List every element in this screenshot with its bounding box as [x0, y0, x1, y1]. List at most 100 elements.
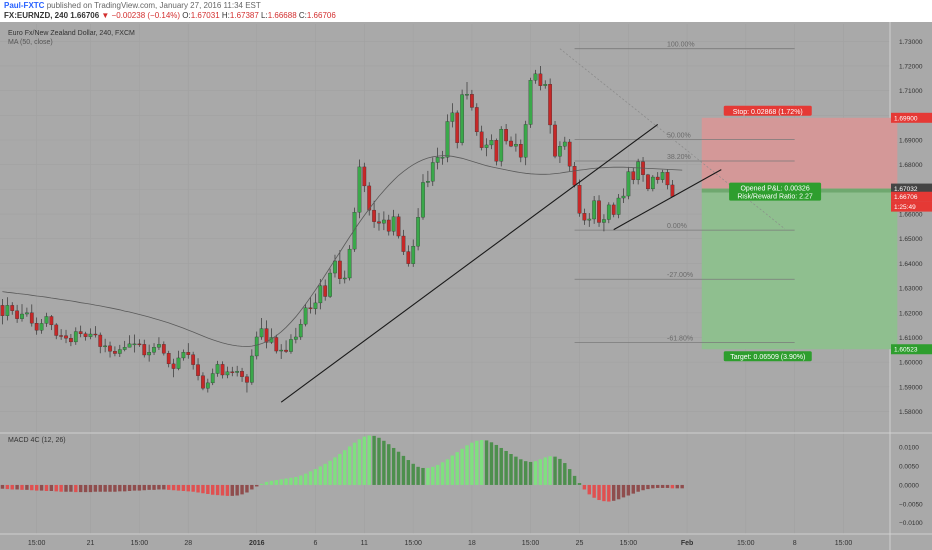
chart-canvas[interactable]: 100.00% 50.00% 38.20% 0.00% -27.00% -61.80% 1… [0, 22, 932, 550]
macd-bar [181, 484, 186, 491]
macd-bar [255, 484, 259, 487]
candle-body [401, 235, 406, 252]
macd-bar [211, 484, 215, 495]
macd-bar [431, 466, 435, 485]
macd-bar [367, 435, 371, 485]
macd-bar [30, 484, 34, 491]
candle-body [484, 144, 489, 148]
fib-level-label: 50.00% [667, 133, 691, 140]
macd-bar [284, 478, 288, 485]
macd-bar [69, 484, 73, 492]
macd-bar [127, 484, 132, 491]
candle-body [616, 197, 621, 215]
macd-bar [401, 455, 406, 485]
macd-bar [245, 484, 249, 493]
time-tick-label: 8 [793, 540, 797, 547]
macd-bar [426, 467, 430, 485]
stop-zone [701, 117, 898, 189]
candle-body [210, 373, 215, 384]
trendline-main-uptrend[interactable] [280, 124, 659, 403]
candle-body [313, 302, 318, 309]
ma-50-line [2, 155, 683, 348]
candle-body [435, 157, 440, 163]
macd-bar [636, 484, 640, 492]
macd-bar [479, 440, 484, 485]
fib-level-label: 100.00% [667, 42, 695, 49]
price-tick-label: 1.69000 [899, 138, 923, 145]
candle-body [665, 172, 670, 186]
time-tick-label: 15:00 [737, 540, 755, 547]
macd-bar [411, 463, 415, 485]
price-tick-label: 1.65000 [899, 236, 923, 243]
candle-body [215, 364, 220, 374]
candle-body [533, 73, 538, 81]
macd-bar [621, 484, 626, 498]
macd-bar [646, 484, 650, 490]
price-tick-label: 1.71000 [899, 88, 923, 95]
time-tick-label: 21 [87, 540, 95, 547]
macd-bar [137, 484, 142, 491]
macd-bar [328, 460, 332, 485]
candle-body [132, 343, 137, 346]
candle-body [372, 209, 376, 222]
candle-body [39, 323, 44, 331]
pnl-label-box [729, 182, 822, 201]
candle-body [528, 80, 533, 125]
candle-body [460, 94, 464, 143]
candle-body [445, 121, 450, 158]
low-value: 1.66688 [267, 11, 297, 20]
macd-bar [631, 484, 635, 494]
macd-bar [289, 477, 293, 485]
candle-body [518, 144, 523, 158]
price-tick-label: 1.62000 [899, 310, 923, 317]
candle-body [338, 260, 342, 279]
candle-body [113, 351, 117, 354]
candle-body [377, 221, 381, 224]
position-labels: Stop: 0.02868 (1.72%) Target: 0.06509 (3.… [723, 105, 822, 362]
trendline-short-uptrend[interactable] [613, 169, 722, 231]
macd-bar [680, 484, 684, 489]
fib-level-label: 0.00% [667, 223, 687, 230]
candle-body [225, 371, 230, 376]
low-label: L: [261, 11, 268, 20]
time-tick-label: Feb [681, 540, 693, 547]
macd-bar [20, 484, 24, 490]
candle-body [611, 204, 616, 215]
fib-level-label: -27.00% [667, 272, 693, 279]
macd-bar [489, 442, 494, 485]
candle-body [103, 345, 107, 348]
time-tick-label: 15:00 [28, 540, 46, 547]
candle-body [152, 347, 156, 353]
price-tick-label: 1.59000 [899, 384, 923, 391]
macd-bar [343, 450, 347, 485]
macd-bar [387, 444, 391, 485]
time-tick-label: 15:00 [522, 540, 540, 547]
macd-bar [440, 462, 445, 485]
candle-body [83, 333, 88, 337]
macd-bar [166, 484, 171, 490]
target-price-tag-bg [891, 344, 932, 355]
candle-body [186, 352, 191, 355]
candle-body [499, 128, 504, 162]
candle-body [587, 218, 592, 221]
macd-bar [54, 484, 58, 492]
macd-tick-label: 0.0100 [899, 445, 919, 452]
macd-bar [470, 442, 474, 485]
macd-bar [323, 463, 327, 485]
macd-bar [299, 475, 303, 485]
macd-bar [616, 484, 621, 500]
candle-body [465, 94, 469, 96]
candle-body [440, 157, 445, 159]
time-tick-label: 15:00 [131, 540, 149, 547]
candle-body [543, 84, 548, 86]
macd-bar [347, 446, 352, 485]
candle-body [406, 251, 411, 264]
candle-body [59, 335, 63, 337]
macd-bar [455, 452, 459, 485]
macd-bar [264, 481, 269, 485]
fib-level-label: -61.80% [667, 336, 693, 343]
author-link[interactable]: Paul-FXTC [4, 1, 45, 10]
fibonacci-retracement[interactable]: 100.00% 50.00% 38.20% 0.00% -27.00% -61.80% [574, 42, 795, 344]
candle-body [323, 285, 328, 297]
macd-bar [582, 484, 587, 490]
